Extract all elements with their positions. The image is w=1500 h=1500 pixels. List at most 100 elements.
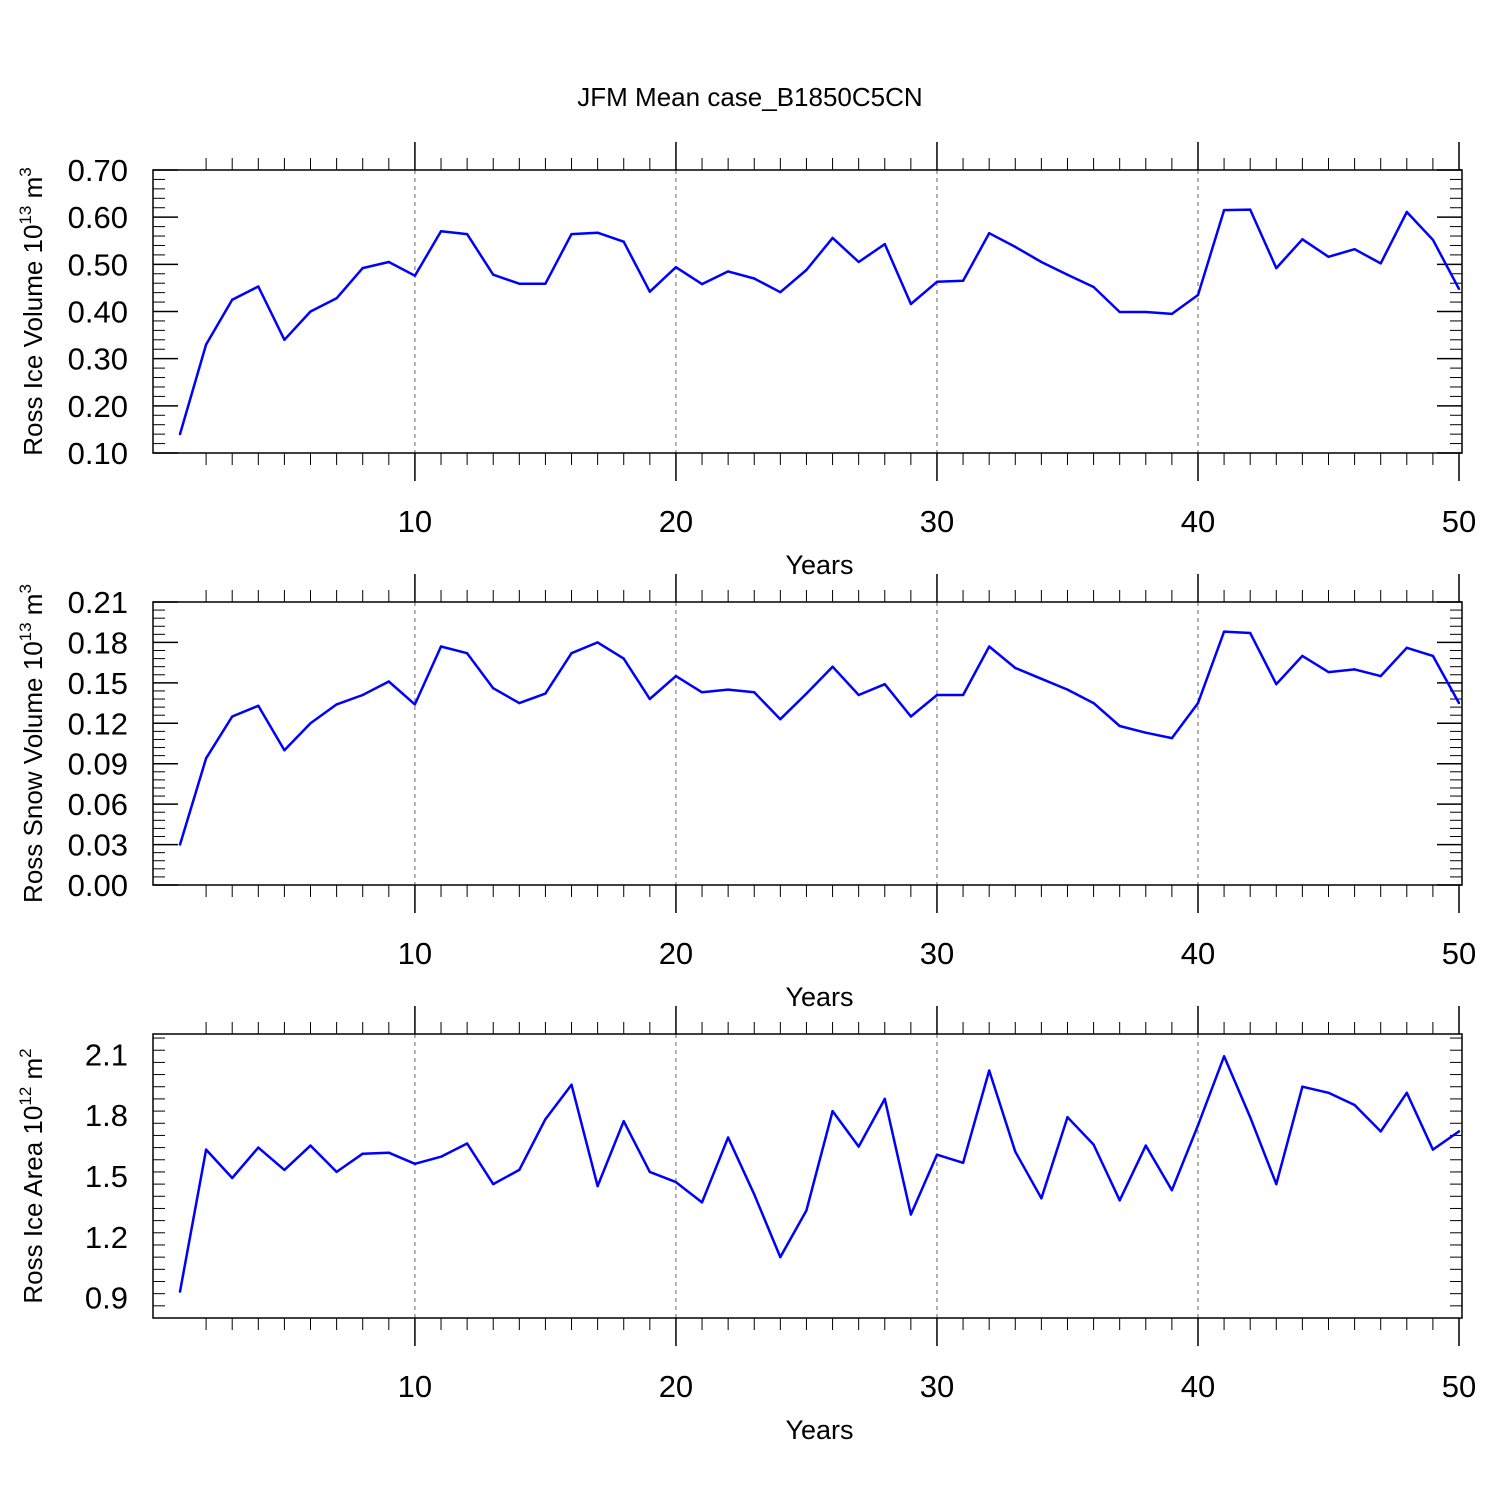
panel1-data-point <box>1431 238 1435 242</box>
panel2-data-point <box>909 715 913 718</box>
figure-title: JFM Mean case_B1850C5CN <box>577 82 922 112</box>
panel1-data-point <box>1248 208 1252 211</box>
panel2-data-point <box>570 652 573 655</box>
panel1-data-point <box>178 432 182 436</box>
panel3-x-axis-label: Years <box>785 1415 853 1445</box>
panel1-data-point <box>1066 273 1069 276</box>
panel3-data-point <box>1379 1130 1382 1133</box>
panel2-y-axis-label: Ross Snow Volume 1013 m3 <box>16 584 48 903</box>
panel1-data-point <box>492 273 495 276</box>
panel2-data-point <box>779 718 782 721</box>
panel2-data-point <box>961 693 965 697</box>
panel1-data-point <box>1327 255 1330 258</box>
panel1-data-point <box>987 232 991 235</box>
panel1-y-tick-label: 0.50 <box>68 247 128 282</box>
panel2-y-tick-label: 0.18 <box>68 625 128 660</box>
panel1-data-point <box>387 260 391 264</box>
panel1-data-point <box>1040 260 1043 264</box>
panel2-data-point <box>1248 631 1252 635</box>
panel3-data-point <box>492 1182 495 1186</box>
panel1-data-point <box>231 298 234 301</box>
panel1-data-point <box>1275 266 1278 270</box>
panel3-data-point <box>231 1176 234 1180</box>
panel2-data-point <box>674 674 678 678</box>
panel2-y-tick-label: 0.12 <box>68 706 128 741</box>
panel1-data-point <box>857 260 860 264</box>
panel1-data-point <box>257 285 260 288</box>
panel1-data-point <box>596 231 599 234</box>
panel2-data-point <box>935 693 939 697</box>
panel2-data-point <box>283 749 286 752</box>
panel1-data-point <box>1144 310 1147 314</box>
panel1-data-point <box>1353 248 1356 251</box>
panel3-data-point <box>987 1069 991 1072</box>
panel3-data-point <box>1014 1150 1017 1153</box>
panel2-data-point <box>1353 668 1356 671</box>
panel2-data-point <box>753 691 756 694</box>
panel1-x-tick-label: 50 <box>1442 504 1476 539</box>
panel3-data-point <box>257 1146 260 1149</box>
panel3-data-point <box>544 1118 547 1121</box>
panel1-data-point <box>1379 262 1382 265</box>
panel2-data-point <box>1144 731 1147 734</box>
panel2-data-point <box>1014 666 1017 670</box>
panel3-x-tick-label: 20 <box>659 1369 693 1404</box>
panel2-series-line <box>178 630 1461 845</box>
panel3-data-point <box>1222 1055 1226 1058</box>
panel2-data-point <box>883 683 886 686</box>
panel1-data-point <box>831 236 834 240</box>
panel3-data-point <box>465 1142 469 1145</box>
panel2-frame <box>152 601 1463 886</box>
panel2-data-point <box>648 697 652 701</box>
panel3-data-point <box>387 1151 391 1154</box>
panel3-data-point <box>779 1255 782 1259</box>
panel1-data-point <box>283 338 286 341</box>
panel3-data-point <box>1405 1091 1408 1095</box>
panel3-data-point <box>622 1120 625 1123</box>
panel3-data-point <box>726 1136 730 1139</box>
panel2-data-point <box>857 693 860 697</box>
panel3-data-points <box>178 1055 1461 1293</box>
panel1-data-point <box>674 265 678 269</box>
panel2-x-tick-label: 40 <box>1181 936 1215 971</box>
panel1-data-point <box>544 282 547 285</box>
panel3-data-point <box>309 1144 312 1147</box>
panel-ross-snow-volume: 10 20 30 40 50 0.00 0.03 0.06 0.09 0.12 0.15 0.18 0.… <box>16 574 1476 1012</box>
panel3-y-tick-label: 2.1 <box>85 1037 128 1072</box>
panel1-data-point <box>1092 285 1095 289</box>
panel3-data-point <box>1144 1144 1147 1147</box>
panel2-data-point <box>387 680 391 683</box>
panel3-data-point <box>361 1152 364 1155</box>
panel2-data-point <box>622 657 625 660</box>
panel3-data-point <box>961 1161 965 1165</box>
panel3-data-point <box>753 1193 756 1196</box>
panel2-data-point <box>1222 630 1226 633</box>
panel1-data-point <box>883 242 886 246</box>
panel3-data-point <box>204 1148 208 1151</box>
panel1-y-tick-label: 0.60 <box>68 200 128 235</box>
panel2-y-tick-label: 0.06 <box>68 787 128 822</box>
panel3-x-tick-label: 10 <box>398 1369 432 1404</box>
panel1-data-point <box>726 270 730 273</box>
panel1-y-tick-label: 0.70 <box>68 153 128 188</box>
panel2-x-tick-label: 30 <box>920 936 954 971</box>
panel2-data-point <box>1092 701 1095 705</box>
panel1-data-point <box>1170 312 1174 316</box>
panel2-data-point <box>1066 688 1069 691</box>
panel3-series-line <box>178 1055 1460 1292</box>
panel2-data-point <box>1457 701 1461 705</box>
panel2-y-tick-label: 0.15 <box>68 666 128 701</box>
panel3-data-point <box>1248 1115 1252 1119</box>
panel2-data-point <box>1040 677 1043 681</box>
panel3-data-point <box>648 1170 652 1174</box>
panel1-data-point <box>1222 208 1226 212</box>
panel2-data-point <box>700 691 704 694</box>
panel3-x-tick-label: 40 <box>1181 1369 1215 1404</box>
panel2-x-tick-label: 10 <box>398 936 432 971</box>
panel1-data-point <box>518 282 521 285</box>
panel3-data-point <box>439 1155 443 1158</box>
panel3-x-tick-label: 30 <box>920 1369 954 1404</box>
panel2-data-point <box>309 722 312 725</box>
panel2-x-tick-label: 20 <box>659 936 693 971</box>
panel3-data-point <box>935 1153 939 1156</box>
